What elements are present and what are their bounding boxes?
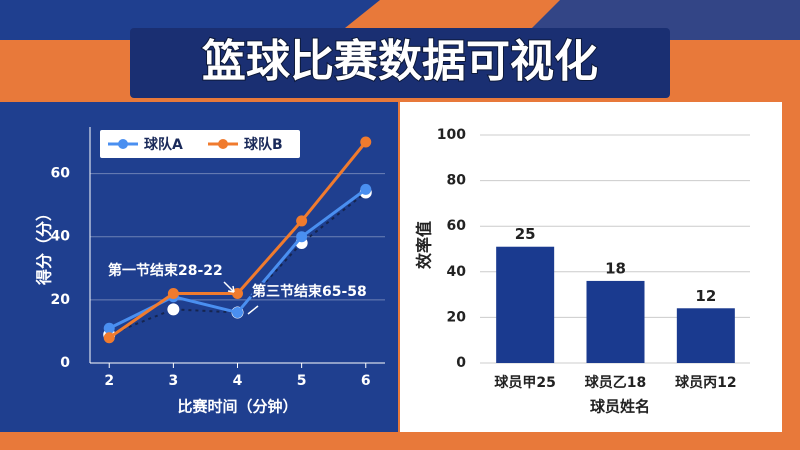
title-banner bbox=[130, 28, 670, 98]
x-tick-label: 3 bbox=[168, 373, 178, 389]
x-tick-label: 5 bbox=[297, 373, 307, 389]
y-tick-label: 60 bbox=[447, 218, 467, 234]
series-point bbox=[232, 288, 243, 300]
series-point bbox=[296, 231, 308, 243]
y-tick-label: 60 bbox=[51, 166, 71, 182]
x-tick-label: 球员甲25 bbox=[494, 374, 555, 391]
legend-box bbox=[100, 130, 300, 158]
legend-label: 球队A bbox=[144, 136, 183, 153]
annotation: 第三节结束65-58 bbox=[252, 283, 367, 300]
y-tick-label: 40 bbox=[51, 229, 71, 245]
series-point bbox=[103, 322, 115, 334]
bar-top-text: 12 bbox=[695, 287, 716, 305]
x-tick-label: 球员丙12 bbox=[675, 374, 736, 391]
bar bbox=[586, 280, 645, 363]
x-tick-label: 6 bbox=[361, 373, 371, 389]
y-tick-label: 0 bbox=[60, 355, 70, 371]
legend-swatch bbox=[118, 139, 128, 149]
bar bbox=[496, 246, 555, 363]
y-tick-label: 80 bbox=[447, 173, 467, 189]
right-panel bbox=[400, 102, 782, 432]
y-axis-label: 效率值 bbox=[415, 221, 434, 269]
annotation: 第一节结束28-22 bbox=[108, 262, 223, 279]
page-title: 篮球比赛数据可视化 bbox=[202, 36, 598, 87]
x-axis-label: 比赛时间（分钟） bbox=[177, 398, 297, 416]
series-point bbox=[167, 288, 179, 300]
series-point bbox=[167, 303, 180, 316]
legend-label: 球队B bbox=[244, 136, 283, 153]
y-tick-label: 40 bbox=[447, 264, 467, 280]
annotation-arrow bbox=[247, 305, 259, 315]
y-tick-label: 100 bbox=[437, 127, 466, 143]
y-tick-label: 20 bbox=[447, 309, 467, 325]
legend-swatch bbox=[218, 139, 228, 149]
x-axis-label: 球员姓名 bbox=[590, 398, 650, 416]
y-tick-label: 0 bbox=[456, 355, 466, 371]
bar-top-text: 18 bbox=[605, 259, 626, 277]
x-tick-label: 2 bbox=[104, 373, 114, 389]
annotation-arrow bbox=[223, 281, 235, 293]
bar bbox=[676, 308, 735, 363]
x-tick-label: 球员乙18 bbox=[585, 374, 646, 391]
series-point bbox=[296, 215, 308, 227]
x-tick-label: 4 bbox=[233, 373, 243, 389]
series-point bbox=[360, 136, 372, 148]
y-tick-label: 20 bbox=[51, 292, 71, 308]
y-axis-label: 得分（分） bbox=[35, 205, 54, 286]
series-point bbox=[360, 183, 372, 195]
bar-top-text: 25 bbox=[515, 225, 536, 243]
series-point bbox=[232, 306, 243, 318]
series-point bbox=[103, 332, 115, 344]
